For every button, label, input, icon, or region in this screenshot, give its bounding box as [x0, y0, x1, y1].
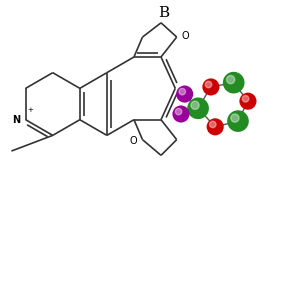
Circle shape [205, 81, 212, 88]
Circle shape [242, 95, 249, 102]
Circle shape [172, 105, 190, 123]
Circle shape [227, 110, 249, 132]
Text: +: + [27, 107, 33, 113]
Circle shape [207, 118, 224, 135]
Circle shape [231, 114, 239, 122]
Text: O: O [130, 136, 137, 146]
Circle shape [223, 72, 245, 93]
Text: O: O [182, 30, 190, 41]
Circle shape [187, 97, 209, 119]
Text: N: N [12, 115, 21, 125]
Circle shape [176, 86, 193, 103]
Text: B: B [158, 6, 170, 20]
Circle shape [209, 121, 216, 128]
Circle shape [175, 108, 182, 115]
Circle shape [179, 88, 186, 95]
Circle shape [227, 76, 235, 84]
Circle shape [191, 101, 199, 109]
Circle shape [202, 78, 219, 95]
Circle shape [239, 93, 256, 110]
